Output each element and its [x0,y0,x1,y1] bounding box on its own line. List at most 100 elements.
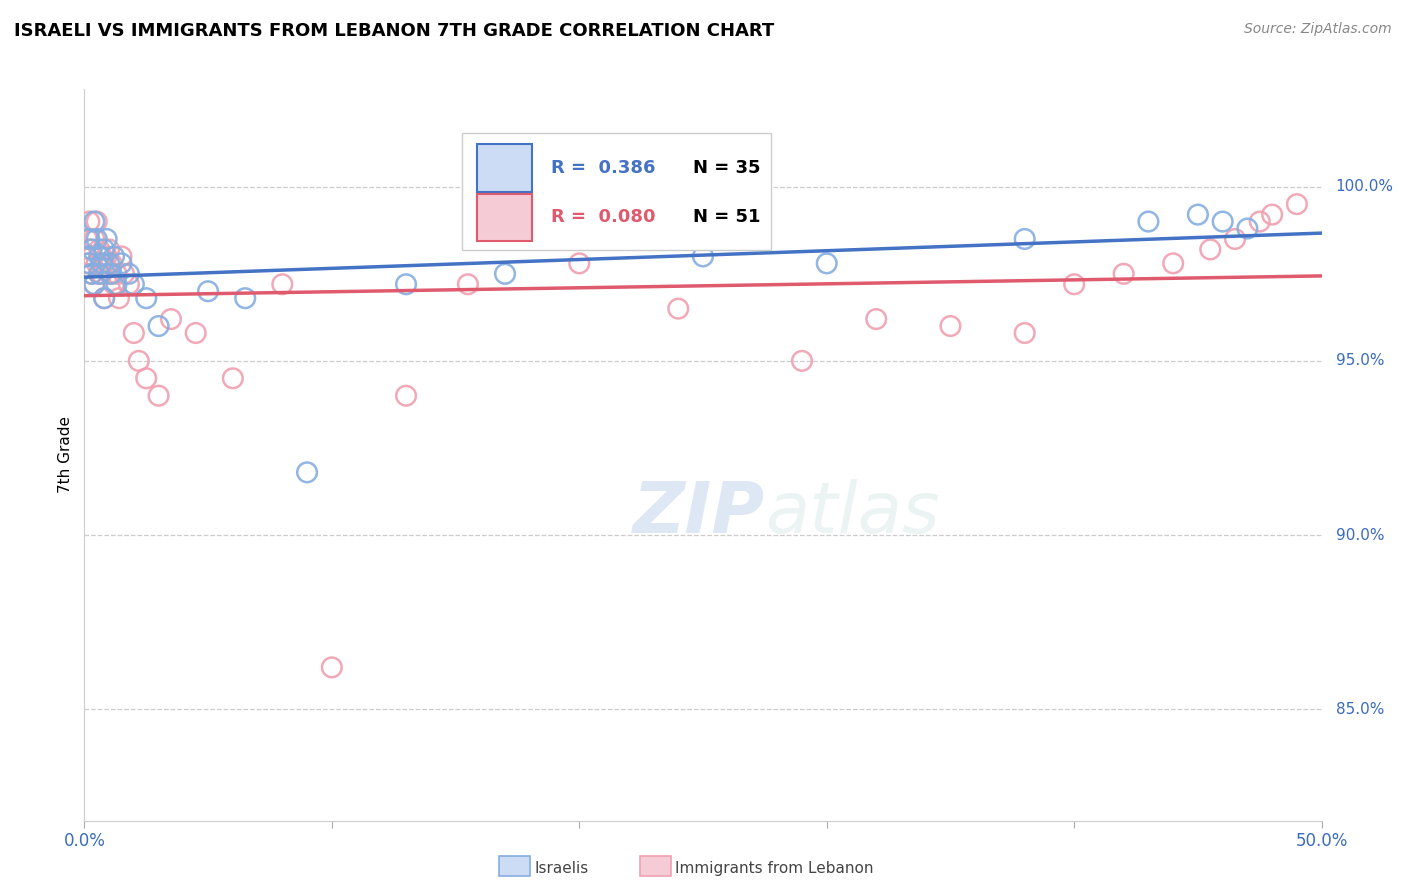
Point [122,277,145,292]
Point [76,232,98,246]
Point [108,291,131,305]
Point [83,277,105,292]
Point [1212,214,1234,228]
Point [80,267,103,281]
Point [1249,214,1271,228]
Text: R =  0.080: R = 0.080 [551,209,655,227]
Text: N = 35: N = 35 [693,159,761,178]
Text: 95.0%: 95.0% [1336,353,1384,368]
Point [100,267,122,281]
Point [79,214,101,228]
Point [233,291,256,305]
Point [83,277,105,292]
Point [110,249,132,263]
Point [98,256,121,270]
Point [83,232,105,246]
Text: 100.0%: 100.0% [1336,179,1393,194]
Y-axis label: 7th Grade: 7th Grade [58,417,73,493]
Point [1112,267,1135,281]
Text: 85.0%: 85.0% [1336,702,1384,716]
Text: Israelis: Israelis [534,862,589,876]
Point [1014,326,1036,340]
Point [1236,221,1258,235]
Point [1063,277,1085,292]
Point [197,284,219,298]
Point [86,256,108,270]
Point [105,267,128,281]
Point [271,277,294,292]
Text: ISRAELI VS IMMIGRANTS FROM LEBANON 7TH GRADE CORRELATION CHART: ISRAELI VS IMMIGRANTS FROM LEBANON 7TH G… [14,22,775,40]
Point [89,267,111,281]
Point [98,267,121,281]
Point [89,267,111,281]
Point [103,249,125,263]
Point [295,466,318,480]
Point [321,660,343,674]
Text: 90.0%: 90.0% [1336,527,1384,542]
Point [222,371,245,385]
Point [1199,243,1222,257]
Point [90,256,112,270]
Point [79,243,101,257]
Point [93,243,115,257]
Point [1285,197,1308,211]
Point [80,267,103,281]
Point [184,326,207,340]
Point [1161,256,1184,270]
Point [148,389,170,403]
Point [939,319,962,334]
Point [100,256,122,270]
Point [80,249,103,263]
Point [103,277,125,292]
Point [666,301,689,316]
Text: N = 51: N = 51 [693,209,761,227]
Point [692,249,714,263]
Point [96,232,118,246]
Point [148,319,170,334]
Point [160,312,183,326]
Point [815,256,838,270]
Point [395,389,418,403]
FancyBboxPatch shape [477,145,533,192]
Point [1187,208,1209,222]
Text: ZIP: ZIP [633,479,765,548]
Point [79,256,101,270]
Point [93,291,115,305]
Text: R =  0.386: R = 0.386 [551,159,655,178]
Point [89,243,111,257]
Point [76,256,98,270]
Point [128,354,150,368]
Point [110,256,132,270]
Text: Source: ZipAtlas.com: Source: ZipAtlas.com [1244,22,1392,37]
Point [790,354,813,368]
Point [1137,214,1160,228]
Point [93,256,115,270]
Point [89,249,111,263]
Point [395,277,418,292]
Point [105,277,128,292]
Point [98,243,121,257]
Point [76,249,98,263]
Point [80,243,103,257]
Point [90,249,112,263]
Point [457,277,479,292]
Point [494,267,516,281]
Point [1014,232,1036,246]
Point [135,291,157,305]
Point [135,371,157,385]
Point [93,291,115,305]
Point [96,249,118,263]
FancyBboxPatch shape [461,133,770,250]
Point [79,232,101,246]
Point [86,232,108,246]
Point [1223,232,1246,246]
Point [568,256,591,270]
FancyBboxPatch shape [477,194,533,241]
Point [112,267,135,281]
Point [118,277,141,292]
Point [865,312,887,326]
Point [1261,208,1284,222]
Point [122,326,145,340]
Point [90,267,112,281]
Point [83,214,105,228]
